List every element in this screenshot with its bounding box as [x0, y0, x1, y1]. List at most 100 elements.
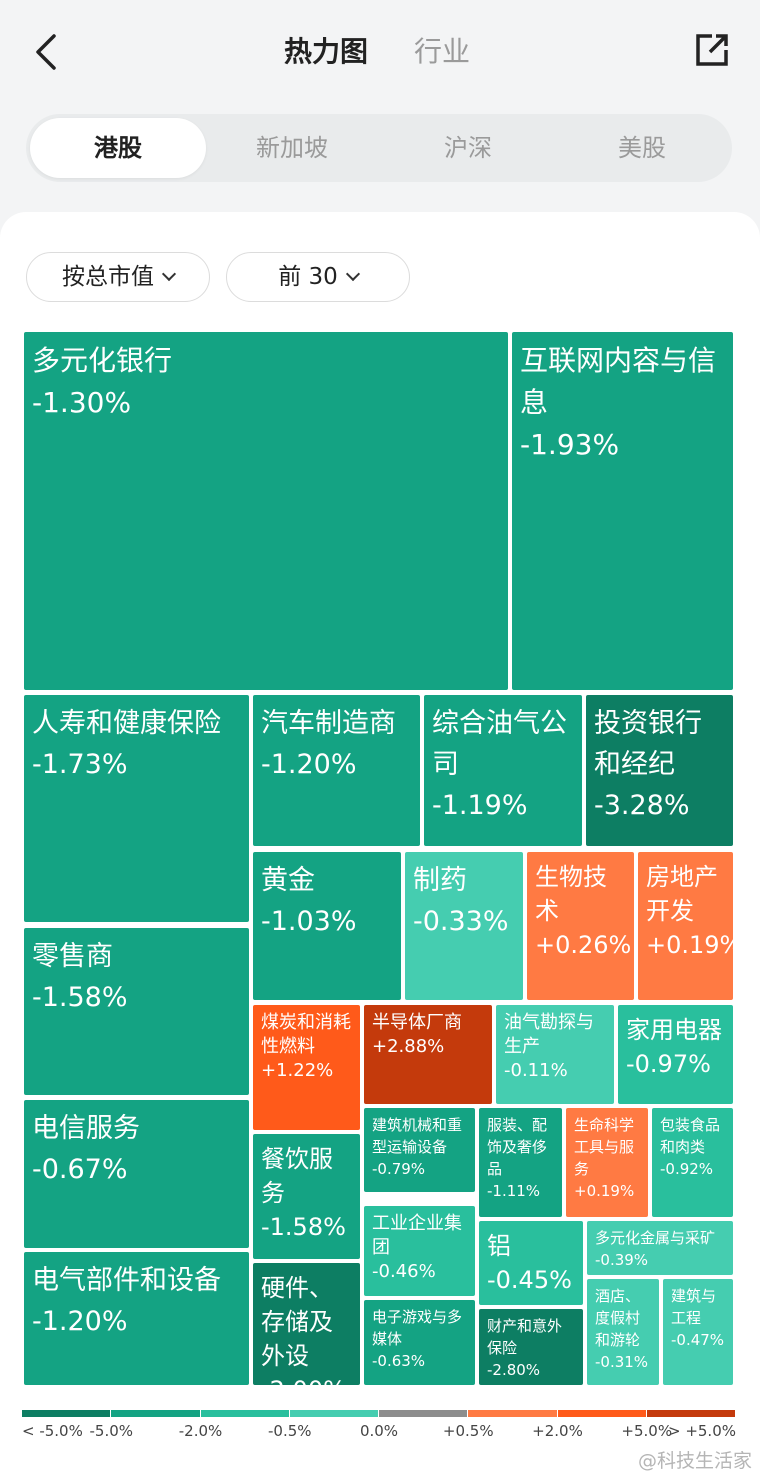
- tile-change: +0.26%: [535, 931, 632, 959]
- treemap-tile[interactable]: 服装、配饰及奢侈品 -1.11%: [479, 1108, 562, 1217]
- tile-name: 煤炭和消耗性燃料: [261, 1012, 351, 1057]
- tile-change: -0.92%: [660, 1160, 714, 1178]
- tile-name: 零售商: [32, 941, 113, 972]
- tile-change: -1.58%: [261, 1213, 346, 1241]
- tile-change: -0.46%: [372, 1261, 436, 1282]
- tile-change: -0.39%: [595, 1251, 649, 1269]
- treemap-tile[interactable]: 制药 -0.33%: [405, 852, 523, 1000]
- treemap-tile[interactable]: 多元化银行 -1.30%: [24, 332, 508, 690]
- segment-shanghai-shenzhen[interactable]: 沪深: [444, 134, 492, 162]
- treemap-tile[interactable]: 硬件、存储及外设 -2.00%: [253, 1263, 360, 1385]
- tile-name: 生命科学工具与服务: [574, 1116, 635, 1178]
- treemap-tile[interactable]: 综合油气公司 -1.19%: [424, 695, 582, 846]
- tile-name: 电信服务: [32, 1113, 140, 1144]
- tile-name: 电子游戏与多媒体: [372, 1308, 463, 1348]
- tile-name: 酒店、度假村和游轮: [595, 1287, 641, 1349]
- tile-change: -0.33%: [413, 906, 509, 937]
- legend-label: < -5.0%: [22, 1422, 83, 1440]
- legend-swatch: [557, 1410, 646, 1417]
- legend-swatch: [289, 1410, 378, 1417]
- tile-name: 生物技术: [535, 863, 607, 925]
- tile-change: -1.58%: [32, 982, 128, 1013]
- tile-name: 投资银行和经纪: [594, 708, 702, 780]
- tile-change: -1.20%: [32, 1306, 128, 1337]
- treemap-tile[interactable]: 多元化金属与采矿 -0.39%: [587, 1221, 733, 1275]
- chevron-down-icon: [161, 266, 177, 282]
- treemap-tile[interactable]: 人寿和健康保险 -1.73%: [24, 695, 249, 922]
- treemap-tile[interactable]: 油气勘探与生产 -0.11%: [496, 1005, 614, 1104]
- sort-dropdown[interactable]: 按总市值: [26, 252, 210, 302]
- tab-heatmap[interactable]: 热力图: [284, 35, 369, 68]
- treemap-tile[interactable]: 铝 -0.45%: [479, 1221, 583, 1305]
- treemap-tile[interactable]: 建筑机械和重型运输设备 -0.79%: [364, 1108, 475, 1192]
- treemap-tile[interactable]: 投资银行和经纪 -3.28%: [586, 695, 733, 846]
- back-icon[interactable]: [28, 30, 68, 74]
- legend-label: +5.0%: [621, 1422, 673, 1440]
- tile-name: 服装、配饰及奢侈品: [487, 1116, 548, 1178]
- watermark: @科技生活家: [637, 1450, 752, 1472]
- tile-change: -1.11%: [487, 1182, 541, 1200]
- tile-change: -3.28%: [594, 790, 690, 821]
- tile-name: 家用电器: [626, 1016, 722, 1044]
- tile-change: -0.45%: [487, 1266, 572, 1294]
- legend-swatch: [379, 1410, 468, 1417]
- segment-hk[interactable]: 港股: [30, 118, 206, 178]
- legend-swatch: [468, 1410, 557, 1417]
- legend-label: -2.0%: [178, 1422, 223, 1440]
- treemap-tile[interactable]: 财产和意外保险 -2.80%: [479, 1309, 583, 1385]
- segment-us[interactable]: 美股: [618, 134, 666, 162]
- legend-label: -5.0%: [89, 1422, 134, 1440]
- tile-change: -1.93%: [520, 428, 620, 461]
- treemap-tile[interactable]: 黄金 -1.03%: [253, 852, 401, 1000]
- tile-name: 餐饮服务: [261, 1145, 333, 1207]
- tile-change: -1.30%: [32, 386, 132, 419]
- tile-change: +0.19%: [646, 931, 733, 959]
- top-count-dropdown[interactable]: 前 30: [226, 252, 410, 302]
- legend-swatch: [200, 1410, 289, 1417]
- segment-singapore[interactable]: 新加坡: [256, 134, 328, 162]
- treemap-tile[interactable]: 电气部件和设备 -1.20%: [24, 1252, 249, 1385]
- tile-name: 半导体厂商: [372, 1012, 462, 1033]
- treemap-tile[interactable]: 酒店、度假村和游轮 -0.31%: [587, 1279, 659, 1385]
- treemap-tile[interactable]: 工业企业集团 -0.46%: [364, 1206, 475, 1296]
- sort-dropdown-label: 按总市值: [62, 264, 154, 290]
- market-segmented-control: 港股 新加坡 沪深 美股: [26, 114, 732, 182]
- share-icon[interactable]: [692, 30, 732, 70]
- treemap-tile[interactable]: 生命科学工具与服务 +0.19%: [566, 1108, 648, 1217]
- tile-name: 财产和意外保险: [487, 1317, 563, 1357]
- tile-change: -2.00%: [261, 1373, 352, 1385]
- tile-name: 电气部件和设备: [32, 1265, 221, 1296]
- tile-change: -0.11%: [504, 1060, 568, 1081]
- treemap-tile[interactable]: 互联网内容与信息 -1.93%: [512, 332, 733, 690]
- tile-name: 黄金: [261, 865, 315, 896]
- tile-change: -0.63%: [372, 1352, 426, 1370]
- tile-name: 铝: [487, 1232, 511, 1260]
- treemap-tile[interactable]: 家用电器 -0.97%: [618, 1005, 733, 1104]
- treemap-tile[interactable]: 电信服务 -0.67%: [24, 1100, 249, 1248]
- treemap-tile[interactable]: 汽车制造商 -1.20%: [253, 695, 420, 846]
- treemap-tile[interactable]: 煤炭和消耗性燃料 +1.22%: [253, 1005, 360, 1130]
- legend-label: > +5.0%: [667, 1422, 736, 1440]
- treemap-tile[interactable]: 餐饮服务 -1.58%: [253, 1134, 360, 1259]
- tile-name: 制药: [413, 865, 467, 896]
- legend-label: -0.5%: [267, 1422, 312, 1440]
- treemap-tile[interactable]: 半导体厂商 +2.88%: [364, 1005, 492, 1104]
- tile-name: 工业企业集团: [372, 1213, 462, 1258]
- tile-name: 包装食品和肉类: [660, 1116, 721, 1156]
- top-count-dropdown-label: 前 30: [278, 264, 338, 290]
- treemap-tile[interactable]: 生物技术 +0.26%: [527, 852, 634, 1000]
- tile-name: 多元化金属与采矿: [595, 1229, 716, 1247]
- treemap-tile[interactable]: 包装食品和肉类 -0.92%: [652, 1108, 733, 1217]
- legend-swatch: [22, 1410, 111, 1417]
- treemap-tile[interactable]: 房地产开发 +0.19%: [638, 852, 733, 1000]
- treemap-tile[interactable]: 零售商 -1.58%: [24, 928, 249, 1095]
- treemap-tile[interactable]: 建筑与工程 -0.47%: [663, 1279, 733, 1385]
- treemap-tile[interactable]: 电子游戏与多媒体 -0.63%: [364, 1300, 475, 1385]
- chevron-down-icon: [345, 266, 360, 282]
- tile-name: 综合油气公司: [432, 708, 567, 780]
- tile-name: 建筑机械和重型运输设备: [372, 1116, 463, 1156]
- tile-name: 人寿和健康保险: [32, 708, 221, 739]
- tab-industry[interactable]: 行业: [414, 35, 471, 68]
- tile-change: -2.80%: [487, 1361, 541, 1379]
- tile-name: 汽车制造商: [261, 708, 396, 739]
